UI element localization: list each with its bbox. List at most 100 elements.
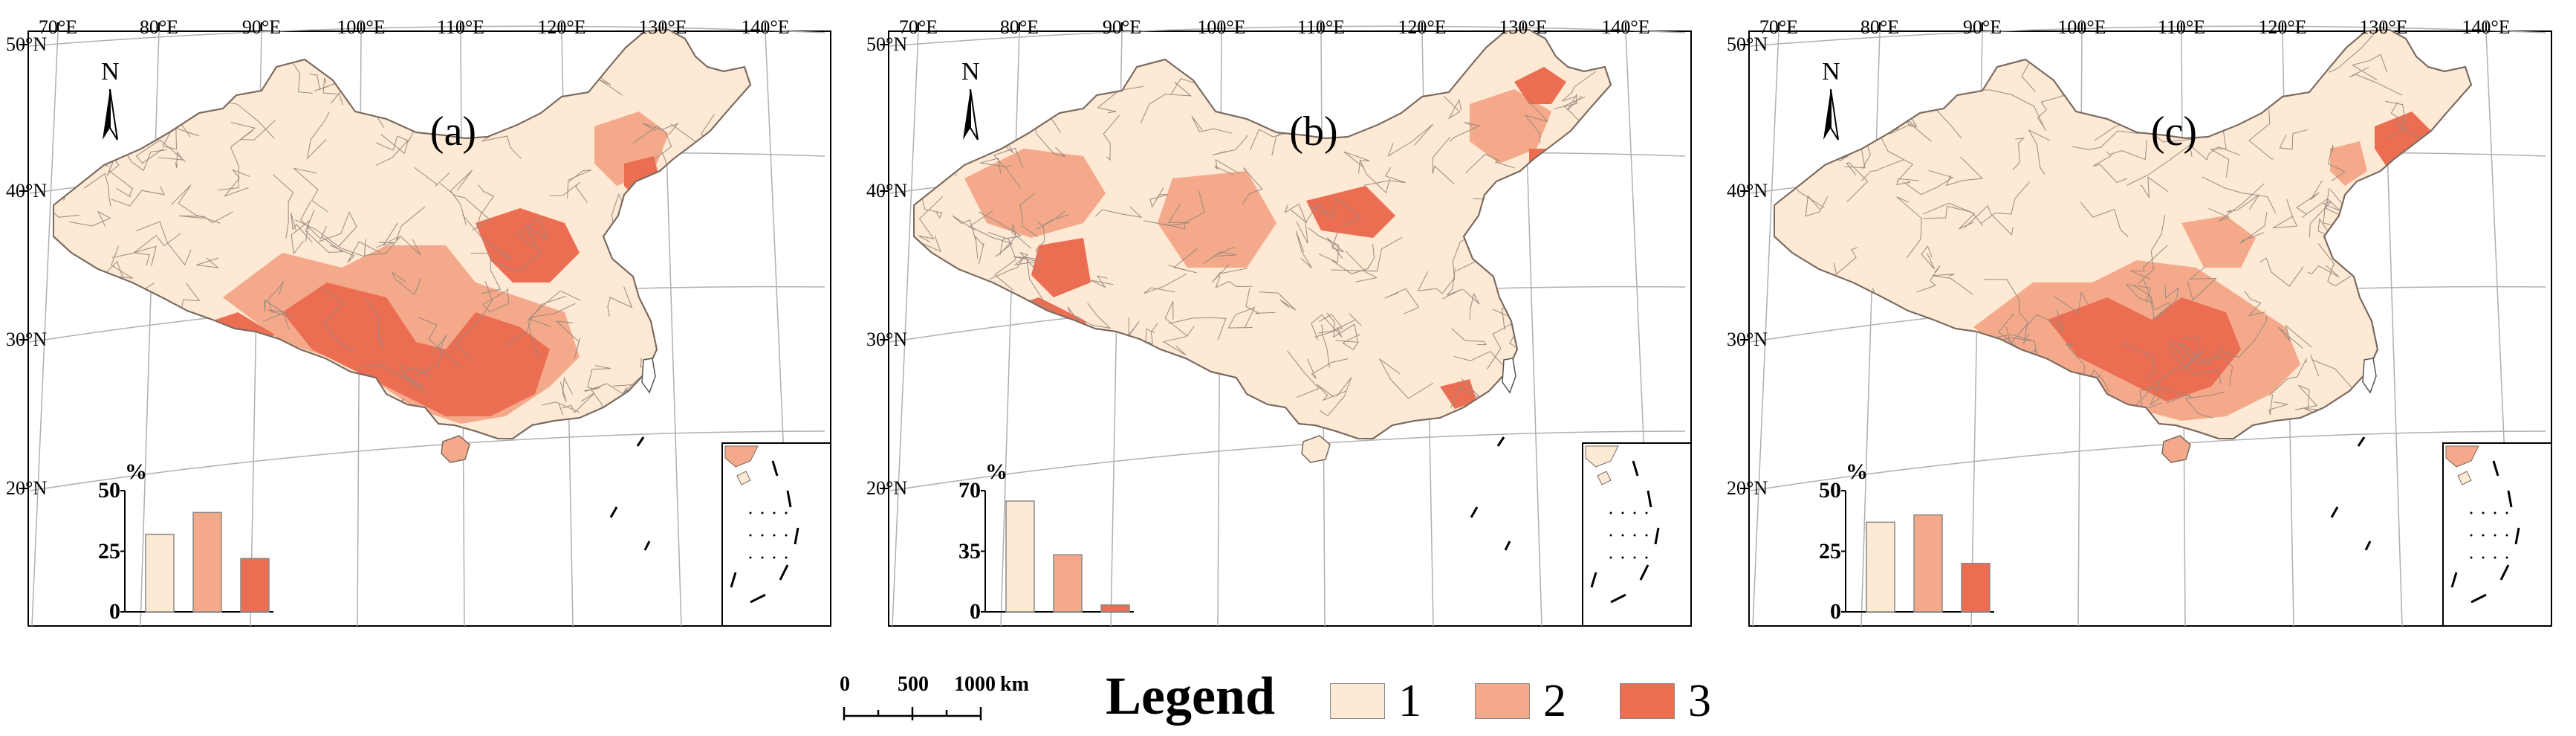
- county-boundary: [68, 210, 111, 227]
- county-boundary: [305, 210, 344, 254]
- sea-boundary-dash: [2357, 436, 2366, 447]
- county-boundary: [2021, 309, 2063, 332]
- county-boundary: [147, 323, 172, 346]
- latitude-label: 20°N: [1727, 477, 1768, 499]
- sea-boundary-dash: [1470, 506, 1479, 518]
- county-boundary: [645, 268, 684, 298]
- county-boundary: [2222, 316, 2268, 358]
- county-boundary: [1259, 291, 1297, 311]
- county-boundary: [375, 120, 419, 151]
- county-boundary: [108, 170, 134, 198]
- south-china-sea-inset: [2442, 442, 2552, 627]
- longitude-label: 70°E: [898, 16, 938, 38]
- county-boundary: [2150, 387, 2193, 404]
- county-boundary: [492, 229, 542, 273]
- county-boundary: [120, 412, 147, 439]
- longitude-label: 90°E: [241, 16, 282, 38]
- county-boundary: [2387, 121, 2427, 142]
- south-china-sea-inset: [721, 442, 831, 627]
- county-boundary: [1794, 397, 1803, 422]
- chart-bar: [192, 511, 222, 613]
- county-boundary: [2343, 223, 2384, 242]
- county-boundary: [166, 85, 215, 101]
- latitude-line: [29, 430, 825, 491]
- class-fills: [914, 55, 1611, 439]
- county-boundary: [1308, 196, 1361, 226]
- legend-item-1: 1: [1330, 676, 1421, 726]
- county-boundary: [322, 288, 355, 352]
- county-boundary: [561, 393, 595, 413]
- county-boundary: [2092, 155, 2128, 184]
- county-boundary: [179, 211, 233, 224]
- county-boundary: [1993, 376, 2051, 396]
- longitude-label: 80°E: [139, 16, 179, 38]
- county-boundary: [1941, 336, 1969, 365]
- county-boundary: [1227, 306, 1256, 329]
- county-boundary: [322, 77, 343, 106]
- latitude-label: 20°N: [866, 477, 908, 499]
- county-boundary: [920, 190, 943, 219]
- class-2-region: [1470, 89, 1551, 164]
- county-boundary: [375, 134, 409, 166]
- county-boundary: [2184, 391, 2225, 419]
- sea-boundary-dash: [609, 506, 618, 518]
- county-boundary: [162, 126, 200, 150]
- county-boundary: [1379, 358, 1434, 399]
- county-boundary: [1988, 334, 2034, 343]
- county-boundary: [2071, 130, 2139, 150]
- longitude-line: [140, 30, 160, 627]
- county-boundary: [1212, 135, 1248, 156]
- county-boundary: [1923, 202, 1976, 230]
- county-boundary: [1149, 187, 1169, 208]
- county-boundary: [63, 341, 102, 379]
- county-boundary: [1879, 343, 1933, 364]
- south-china-sea-inset: [1582, 442, 1692, 627]
- county-boundary: [329, 241, 381, 263]
- map-frame: [888, 30, 1692, 627]
- county-boundary: [1916, 265, 1941, 293]
- county-boundary: [2168, 342, 2224, 366]
- latitude-label: 50°N: [866, 33, 908, 55]
- latitude-line: [29, 25, 825, 47]
- county-boundary: [1216, 384, 1239, 407]
- county-boundary: [1295, 230, 1313, 269]
- county-boundary: [450, 170, 473, 226]
- county-boundary: [1353, 55, 1387, 88]
- county-boundary: [360, 68, 386, 100]
- county-boundary: [2244, 290, 2265, 317]
- county-boundary: [924, 314, 943, 348]
- longitude-label: 70°E: [38, 16, 78, 38]
- sea-boundary-dash: [636, 436, 645, 447]
- ytick-bottom: 0: [109, 599, 120, 624]
- county-boundary: [1363, 167, 1406, 186]
- county-boundary: [1775, 286, 1819, 309]
- county-boundary: [2272, 198, 2298, 229]
- chart-bar: [145, 533, 175, 613]
- county-boundary: [1035, 221, 1045, 262]
- county-boundary: [357, 364, 424, 388]
- county-boundary: [924, 377, 961, 402]
- legend-label: 1: [1398, 675, 1421, 726]
- class-3-region: [282, 283, 550, 416]
- taiwan-island: [1502, 358, 1516, 394]
- county-boundary: [285, 378, 304, 410]
- county-boundary: [306, 112, 330, 160]
- county-boundary: [1983, 279, 2030, 324]
- county-boundary: [1316, 384, 1346, 401]
- county-boundary: [1953, 349, 1993, 363]
- legend-label: 2: [1543, 675, 1566, 726]
- latitude-label: 30°N: [1727, 329, 1768, 350]
- legend-label: 3: [1688, 675, 1711, 726]
- county-boundary: [527, 295, 566, 358]
- county-boundary: [1528, 170, 1563, 224]
- county-boundary: [223, 169, 250, 197]
- chart-unit: %: [1846, 459, 1868, 484]
- county-boundary: [1296, 202, 1331, 244]
- county-boundary: [1789, 381, 1817, 398]
- county-boundary: [1162, 334, 1189, 356]
- county-boundary: [1167, 248, 1198, 274]
- longitude-label: 110°E: [2157, 16, 2206, 38]
- county-boundary: [987, 232, 1016, 291]
- county-boundary: [2327, 144, 2346, 181]
- hainan-island: [2161, 435, 2191, 463]
